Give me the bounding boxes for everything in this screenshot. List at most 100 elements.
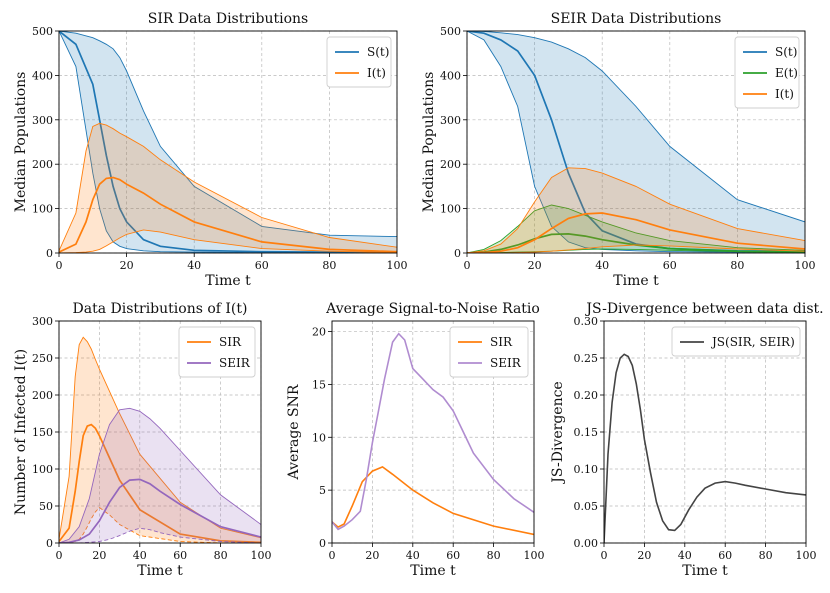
- plot-area-snr: [332, 332, 534, 536]
- x-axis-label: Time t: [205, 273, 251, 289]
- y-tick-label: 0: [46, 247, 53, 260]
- legend-label: SEIR: [490, 356, 522, 370]
- x-tick-label: 60: [446, 549, 460, 562]
- x-tick-label: 80: [214, 549, 228, 562]
- lower-line-SIR: [59, 506, 261, 543]
- band-E(t): [467, 205, 805, 253]
- y-tick-label: 5: [319, 484, 326, 497]
- y-tick-label: 300: [32, 315, 53, 328]
- y-axis-label: Median Populations: [13, 72, 29, 213]
- y-tick-label: 0.20: [574, 389, 599, 402]
- x-tick-label: 0: [56, 259, 63, 272]
- y-tick-label: 50: [39, 500, 53, 513]
- x-axis-label: Time t: [613, 273, 659, 289]
- x-tick-label: 0: [601, 549, 608, 562]
- series-line-SEIR: [332, 332, 534, 531]
- y-tick-label: 20: [312, 326, 326, 339]
- chart-snr: 0 20 40 60 80 100 0 5 10 15 20 Average Signal-to-No…: [286, 301, 545, 579]
- plot-area-sir: [59, 31, 397, 253]
- y-tick-label: 0.30: [574, 315, 599, 328]
- legend-box: [671, 326, 801, 357]
- plot-area-infected: [59, 336, 261, 543]
- y-axis-label: Average SNR: [286, 384, 302, 480]
- legend-label: I(t): [367, 66, 386, 80]
- upper-line-SEIR: [59, 407, 261, 543]
- x-tick-label: 80: [730, 259, 744, 272]
- x-tick-label: 20: [528, 259, 542, 272]
- series-line-SIR: [332, 465, 534, 536]
- x-tick-label: 60: [718, 549, 732, 562]
- median-line-SIR: [59, 423, 261, 543]
- upper-line-I(t): [467, 167, 805, 253]
- legend: S(t) E(t) I(t): [734, 36, 800, 109]
- x-tick-label: 100: [387, 259, 408, 272]
- band-SIR: [59, 337, 261, 543]
- y-tick-label: 500: [440, 25, 461, 38]
- x-axis-label: Time t: [682, 563, 728, 579]
- band-S(t): [59, 31, 397, 253]
- legend-label: S(t): [367, 45, 389, 59]
- y-tick-label: 0: [319, 537, 326, 550]
- chart-sir: 0 20 40 60 80 100 0 100 200 300 400 500 SIR Data Dis…: [13, 11, 408, 289]
- lower-line-I(t): [467, 244, 805, 253]
- y-tick-label: 400: [440, 69, 461, 82]
- upper-line-E(t): [467, 204, 805, 253]
- median-line-E(t): [467, 233, 805, 253]
- x-tick-label: 20: [365, 549, 379, 562]
- chart-title: Data Distributions of I(t): [73, 301, 248, 317]
- x-tick-label: 60: [255, 259, 269, 272]
- chart-js: 0 20 40 60 80 100 0.00 0.05 0.10 0.15 0.20 0.25 0.30…: [550, 301, 824, 579]
- y-tick-label: 300: [32, 114, 53, 127]
- upper-line-SIR: [59, 336, 261, 540]
- y-tick-label: 0: [46, 537, 53, 550]
- y-tick-label: 400: [32, 69, 53, 82]
- y-tick-label: 0.25: [574, 352, 599, 365]
- y-tick-label: 200: [440, 158, 461, 171]
- legend: JS(SIR, SEIR): [671, 326, 801, 357]
- y-tick-label: 500: [32, 25, 53, 38]
- upper-line-I(t): [59, 122, 397, 251]
- x-tick-label: 40: [133, 549, 147, 562]
- median-line-S(t): [59, 31, 397, 253]
- x-tick-label: 100: [795, 259, 816, 272]
- y-tick-label: 0.05: [574, 500, 599, 513]
- legend-label: JS(SIR, SEIR): [710, 335, 795, 349]
- chart-seir: 0 20 40 60 80 100 0 100 200 300 400 500 SEIR Data Di…: [421, 11, 816, 289]
- lower-line-S(t): [59, 31, 397, 253]
- legend-label: SEIR: [219, 356, 251, 370]
- legend-label: S(t): [775, 45, 797, 59]
- lower-line-S(t): [467, 31, 805, 253]
- y-tick-label: 0: [454, 247, 461, 260]
- chart-title: SEIR Data Distributions: [551, 11, 722, 27]
- legend-label: I(t): [775, 87, 794, 101]
- plot-area-seir: [467, 31, 805, 253]
- legend-box: [178, 326, 256, 378]
- x-axis-label: Time t: [410, 563, 456, 579]
- x-tick-label: 60: [663, 259, 677, 272]
- x-tick-label: 40: [406, 549, 420, 562]
- x-tick-label: 0: [329, 549, 336, 562]
- band-SEIR: [59, 408, 261, 543]
- y-tick-label: 100: [440, 203, 461, 216]
- median-line-I(t): [467, 212, 805, 253]
- chart-title: SIR Data Distributions: [148, 11, 309, 27]
- y-tick-label: 200: [32, 158, 53, 171]
- y-tick-label: 100: [32, 463, 53, 476]
- y-tick-label: 200: [32, 389, 53, 402]
- legend-label: SIR: [219, 335, 242, 349]
- x-tick-label: 40: [678, 549, 692, 562]
- y-tick-label: 300: [440, 114, 461, 127]
- band-I(t): [467, 167, 805, 253]
- x-tick-label: 80: [487, 549, 501, 562]
- legend-box: [326, 36, 392, 88]
- axes-frame: [58, 30, 398, 254]
- x-tick-label: 0: [56, 549, 63, 562]
- y-tick-label: 0.00: [574, 537, 599, 550]
- legend-box: [449, 326, 529, 378]
- upper-line-S(t): [59, 31, 397, 238]
- x-tick-label: 60: [173, 549, 187, 562]
- legend: S(t) I(t): [326, 36, 392, 88]
- y-tick-label: 100: [32, 203, 53, 216]
- y-tick-label: 250: [32, 352, 53, 365]
